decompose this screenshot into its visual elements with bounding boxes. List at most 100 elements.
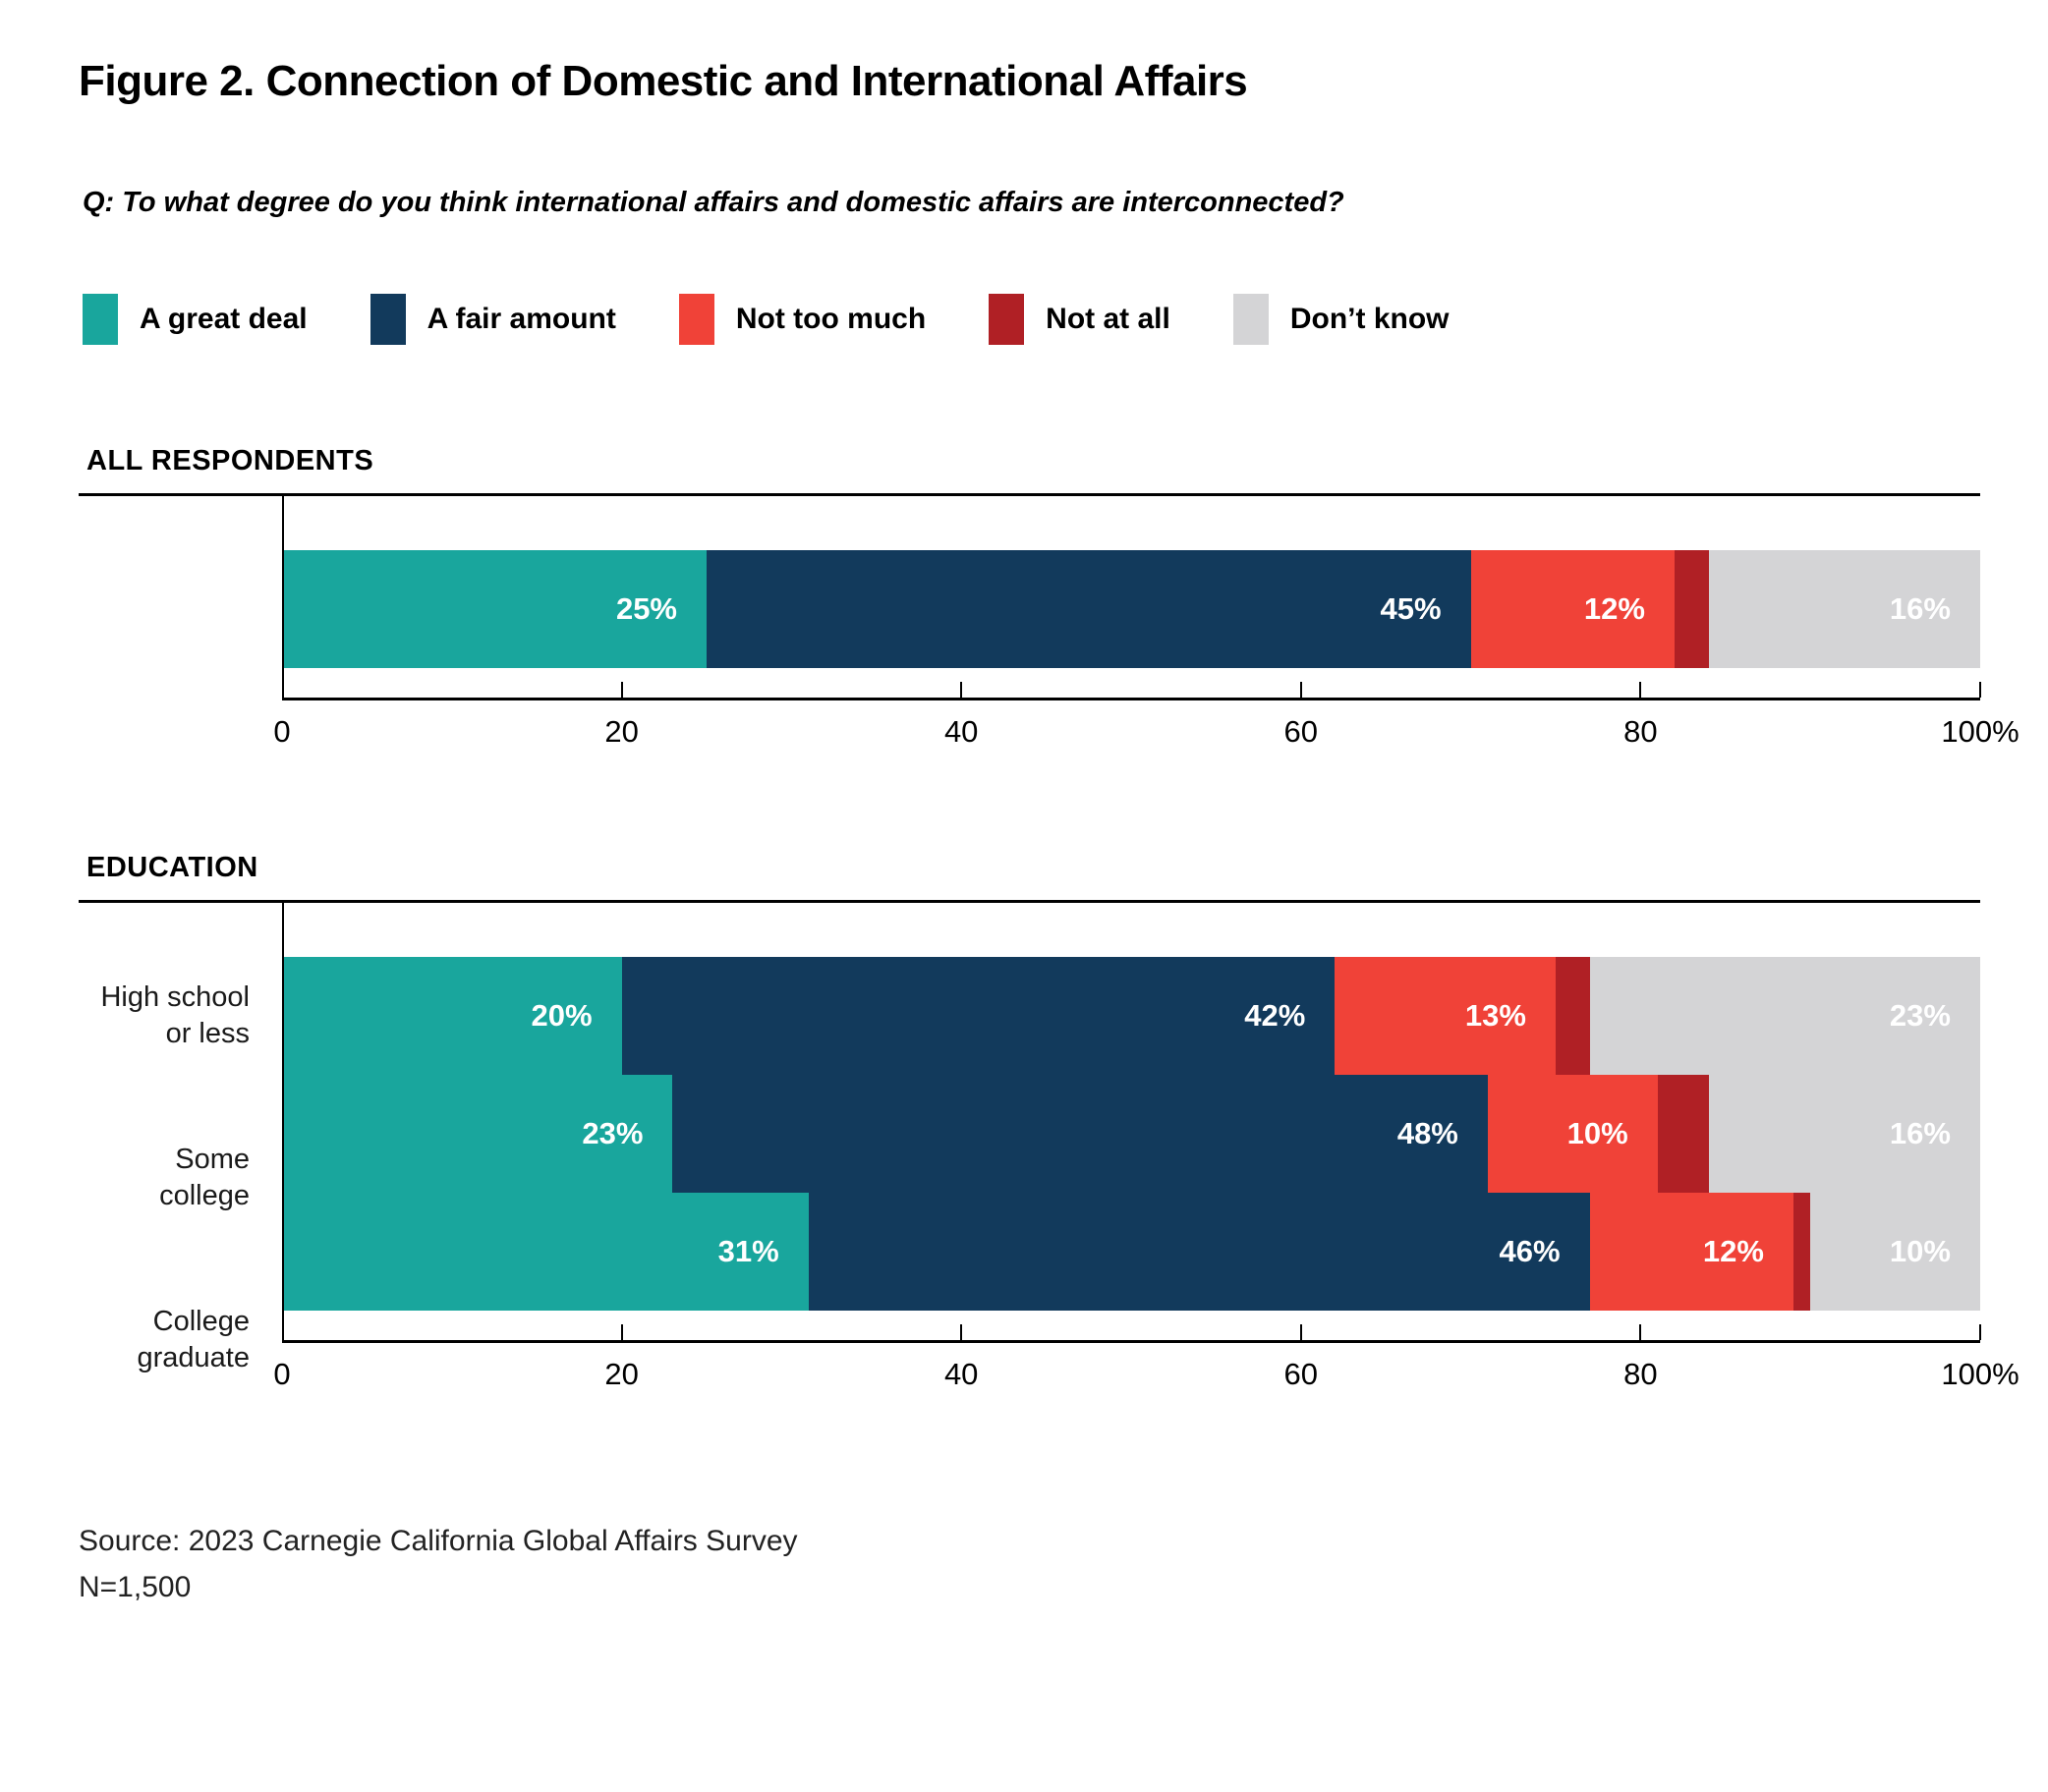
bar-value-label: 20% [531,998,593,1033]
axis-tick [1299,682,1302,698]
legend-item: Not too much [678,294,927,345]
legend-swatch [370,294,406,345]
bar-value-label: 31% [717,1234,779,1268]
bar-segment-not-too-much: 10% [1487,1075,1658,1193]
legend-label: Don’t know [1289,303,1450,335]
bar-segment-a-fair-amount: 48% [672,1075,1488,1193]
bar-segment-a-great-deal: 31% [282,1193,809,1311]
axis-tick-label: 80 [1623,714,1658,749]
bar-row: 20% 42% 13% 23% [282,957,1980,1075]
axis-tick-label: 80 [1623,1357,1658,1391]
bar-value-label: 23% [582,1116,644,1150]
axis-tick-label: 40 [943,714,979,749]
bar-segment-not-at-all [1792,1193,1811,1311]
axis-tick [1979,682,1981,698]
plot-area: 25% 45% 12% 16% 0 20 40 60 80 100% [273,496,2020,754]
axis-tick-label: 60 [1283,714,1319,749]
bar-row: 25% 45% 12% 16% [282,550,1980,668]
axis-tick [960,682,963,698]
legend-swatch [678,294,714,345]
bar-segment-don-t-know: 23% [1589,957,1980,1075]
bar-value-label: 12% [1583,591,1645,626]
bar-segment-don-t-know: 16% [1708,550,1980,668]
source-line: Source: 2023 Carnegie California Global … [79,1525,798,1557]
axis-tick [1979,1324,1981,1340]
bar-segment-a-great-deal: 20% [282,957,622,1075]
bar-segment-not-at-all [1674,550,1709,668]
legend-label: Not too much [735,303,927,335]
axis-tick-label: 0 [273,1357,291,1391]
legend-swatch [989,294,1025,345]
bar-row: 23% 48% 10% 16% [282,1075,1980,1193]
x-axis-line [282,1324,1981,1343]
bar-segment-not-too-much: 12% [1589,1193,1793,1311]
legend-swatch [83,294,118,345]
section-header: ALL RESPONDENTS [86,445,374,476]
legend-label: A great deal [140,303,308,335]
section-rule [79,900,1980,903]
chart-section: ALL RESPONDENTS 25% 45% 12% 16% 0 20 40 60 80 100% [79,445,2020,754]
category-label: High school or less [100,980,250,1049]
axis-tick-label: 20 [604,1357,639,1391]
axis-tick [620,682,623,698]
bar-value-label: 23% [1889,998,1951,1033]
y-axis-line [282,903,284,1343]
plot-area: High school or less 20% 42% 13% 23% Some coll… [100,903,2020,1396]
axis-tick-label: 100% [1941,714,2020,749]
axis-tick [960,1324,963,1340]
source-block: Source: 2023 Carnegie California Global … [79,1519,1980,1610]
axis-tick-label: 100% [1941,1357,2020,1391]
bar-segment-a-fair-amount: 42% [621,957,1336,1075]
bar-segment-a-great-deal: 23% [282,1075,673,1193]
legend: A great deal A fair amount Not too much Not… [83,294,1980,345]
chart-section: EDUCATION High school or less 20% 42% 13% 23%… [79,852,2020,1396]
bar-segment-a-fair-amount: 45% [707,550,1471,668]
section-header: EDUCATION [86,852,258,883]
charts-container: ALL RESPONDENTS 25% 45% 12% 16% 0 20 40 60 80 100%… [79,445,2020,1396]
bar-value-label: 10% [1889,1234,1951,1268]
axis-tick-label: 0 [273,714,291,749]
axis-tick [1639,1324,1642,1340]
legend-item: Not at all [989,294,1170,345]
axis-tick [1299,1324,1302,1340]
bar-value-label: 10% [1566,1116,1628,1150]
figure-title: Figure 2. Connection of Domestic and Int… [79,57,1248,105]
x-axis-line [282,682,1981,700]
axis-tick [1639,682,1642,698]
bar-value-label: 16% [1889,591,1951,626]
bar-value-label: 46% [1499,1234,1561,1268]
category-label: Some college [159,1143,250,1211]
legend-item: Don’t know [1232,294,1450,345]
bar-value-label: 45% [1380,591,1442,626]
bar-segment-don-t-know: 10% [1810,1193,1980,1311]
legend-label: Not at all [1046,303,1170,335]
bar-row: 31% 46% 12% 10% [282,1193,1980,1311]
category-label: College graduate [137,1305,251,1373]
bar-segment-a-fair-amount: 46% [808,1193,1590,1311]
figure-page: Figure 2. Connection of Domestic and Int… [79,57,2020,1610]
bar-segment-not-too-much: 12% [1470,550,1675,668]
axis-labels: 0 20 40 60 80 100% [273,714,2019,754]
axis-tick-label: 20 [604,714,639,749]
survey-question: Q: To what degree do you think internati… [83,187,1344,218]
legend-item: A great deal [83,294,308,345]
bar-value-label: 48% [1396,1116,1458,1150]
sample-size: N=1,500 [79,1570,192,1603]
bar-value-label: 25% [615,591,677,626]
axis-tick [620,1324,623,1340]
legend-label: A fair amount [427,303,616,335]
bar-segment-not-at-all [1555,957,1590,1075]
bar-segment-a-great-deal: 25% [282,550,707,668]
bar-value-label: 13% [1464,998,1526,1033]
bar-value-label: 16% [1889,1116,1951,1150]
axis-tick-label: 60 [1283,1357,1319,1391]
legend-swatch [1232,294,1269,345]
bar-value-label: 12% [1702,1234,1764,1268]
legend-item: A fair amount [370,294,616,345]
bar-segment-not-at-all [1657,1075,1709,1193]
axis-labels: 0 20 40 60 80 100% [273,1357,2019,1396]
bar-segment-don-t-know: 16% [1708,1075,1980,1193]
y-axis-line [282,496,284,700]
bar-value-label: 42% [1244,998,1306,1033]
axis-tick-label: 40 [943,1357,979,1391]
